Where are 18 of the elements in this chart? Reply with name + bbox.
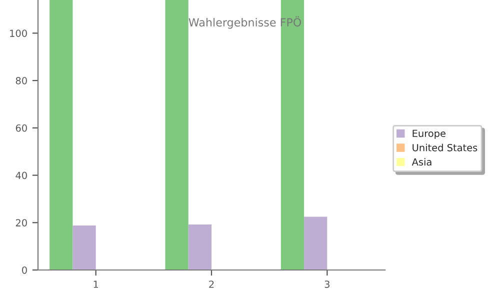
bar <box>165 0 188 270</box>
x-tick-label: 2 <box>209 280 214 288</box>
bar <box>50 0 73 270</box>
y-tick-label: 60 <box>16 124 27 132</box>
y-tick-label: 20 <box>16 219 27 226</box>
bar <box>72 225 96 270</box>
bar <box>280 0 304 270</box>
y-tick-label: 40 <box>16 172 27 180</box>
bar <box>304 216 328 270</box>
legend-label: Asia <box>412 158 432 166</box>
x-tick-label: 3 <box>324 280 330 288</box>
bar <box>188 224 212 270</box>
x-tick-label: 1 <box>94 280 98 288</box>
y-tick-label: 80 <box>16 77 27 84</box>
legend-label: United States <box>412 144 478 152</box>
y-tick-label: 100 <box>10 30 27 37</box>
legend-label: Europe <box>412 130 446 139</box>
y-tick-label: 0 <box>22 266 27 274</box>
